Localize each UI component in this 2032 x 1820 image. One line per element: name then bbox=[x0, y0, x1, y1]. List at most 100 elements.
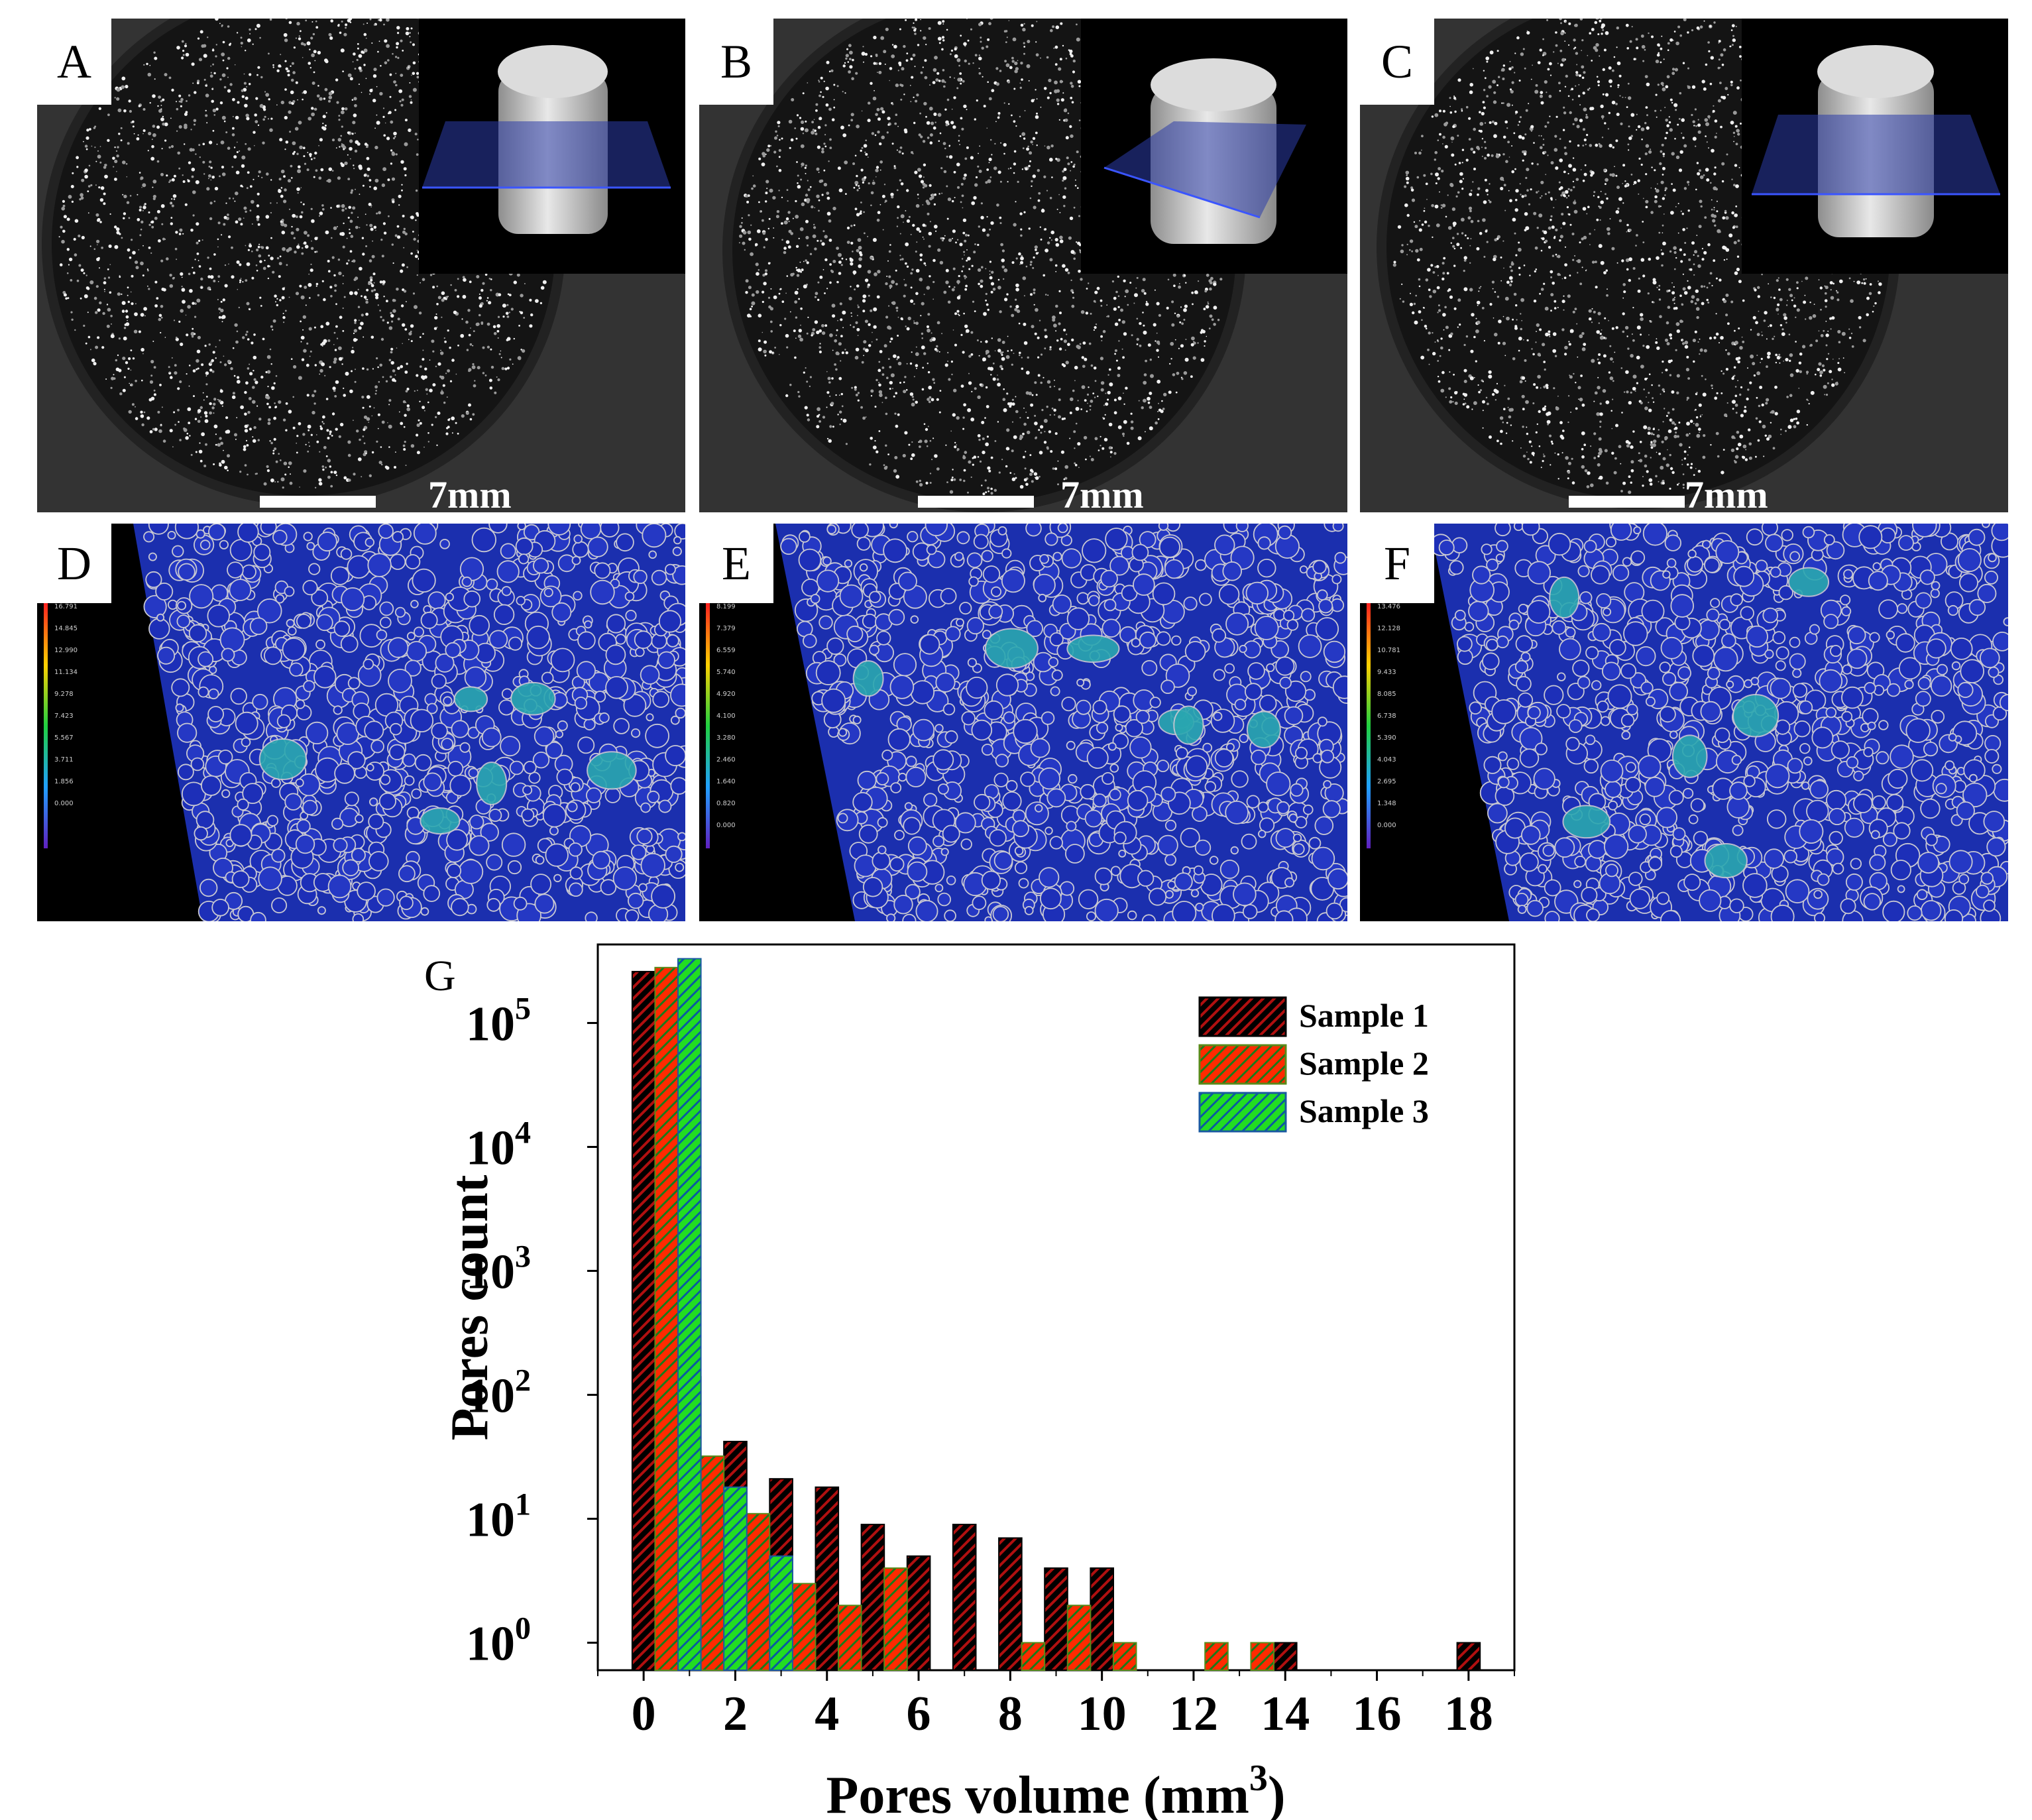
ct-speckle bbox=[270, 363, 272, 365]
ct-speckle bbox=[279, 299, 282, 302]
ct-speckle bbox=[1712, 109, 1715, 113]
ct-speckle bbox=[1493, 100, 1497, 104]
ct-speckle bbox=[338, 357, 343, 361]
ct-speckle bbox=[1563, 276, 1567, 280]
ct-speckle bbox=[1033, 304, 1035, 306]
ct-speckle bbox=[1485, 56, 1489, 60]
ct-speckle bbox=[806, 380, 809, 383]
ct-speckle bbox=[897, 316, 899, 318]
ct-speckle bbox=[1662, 421, 1664, 423]
ct-speckle bbox=[310, 158, 313, 160]
ct-speckle bbox=[99, 301, 102, 305]
ct-speckle bbox=[284, 115, 288, 120]
ct-speckle bbox=[131, 274, 134, 278]
ct-speckle bbox=[434, 315, 438, 320]
ct-speckle bbox=[265, 246, 269, 250]
ct-speckle bbox=[745, 279, 749, 283]
ct-speckle bbox=[988, 355, 991, 358]
ct-speckle bbox=[367, 167, 370, 171]
ct-speckle bbox=[1050, 450, 1053, 453]
ct-speckle bbox=[1070, 289, 1074, 292]
ct-speckle bbox=[229, 42, 232, 45]
ct-speckle bbox=[1100, 305, 1103, 307]
ct-speckle bbox=[1484, 156, 1487, 160]
ct-speckle bbox=[901, 258, 904, 260]
ct-speckle bbox=[1609, 218, 1611, 219]
ct-speckle bbox=[838, 272, 842, 275]
ct-speckle bbox=[321, 204, 324, 207]
ct-speckle bbox=[342, 307, 344, 310]
ct-speckle bbox=[990, 290, 993, 294]
ct-speckle bbox=[1599, 19, 1602, 23]
ct-speckle bbox=[232, 392, 235, 395]
ct-speckle bbox=[1557, 307, 1559, 308]
ct-speckle bbox=[317, 85, 319, 87]
ct-speckle bbox=[1019, 351, 1021, 355]
ct-speckle bbox=[805, 367, 807, 369]
ct-speckle bbox=[116, 170, 117, 172]
ct-speckle bbox=[1210, 281, 1213, 285]
ct-speckle bbox=[382, 115, 385, 118]
ct-speckle bbox=[801, 166, 803, 168]
ct-speckle bbox=[1060, 98, 1064, 102]
ct-speckle bbox=[1656, 434, 1660, 438]
ct-speckle bbox=[878, 382, 880, 384]
ct-speckle bbox=[276, 304, 278, 307]
ct-speckle bbox=[279, 138, 283, 142]
ct-speckle bbox=[1035, 89, 1037, 91]
ct-speckle bbox=[907, 316, 911, 321]
ct-speckle bbox=[1526, 30, 1528, 32]
ct-speckle bbox=[1502, 64, 1505, 67]
ct-speckle bbox=[1709, 118, 1710, 119]
ct-speckle bbox=[377, 50, 379, 53]
ct-speckle bbox=[423, 446, 425, 448]
ct-speckle bbox=[400, 269, 404, 273]
ct-speckle bbox=[826, 192, 830, 195]
ct-speckle bbox=[860, 210, 862, 213]
panel-label: B bbox=[699, 19, 773, 105]
ct-speckle bbox=[408, 66, 410, 68]
ct-speckle bbox=[178, 320, 181, 323]
ct-speckle bbox=[1544, 369, 1546, 371]
ct-speckle bbox=[330, 471, 333, 474]
ct-speckle bbox=[873, 325, 877, 329]
ct-speckle bbox=[192, 369, 196, 372]
ct-speckle bbox=[408, 331, 412, 336]
ct-speckle bbox=[1779, 324, 1783, 327]
ct-speckle bbox=[61, 207, 65, 211]
ct-speckle bbox=[1740, 386, 1743, 389]
ct-speckle bbox=[272, 319, 276, 323]
ct-speckle bbox=[1043, 376, 1044, 378]
ct-speckle bbox=[205, 371, 209, 375]
ct-speckle bbox=[249, 209, 252, 212]
ct-speckle bbox=[1090, 400, 1094, 403]
ct-speckle bbox=[181, 288, 186, 292]
ct-speckle bbox=[138, 330, 141, 333]
ct-speckle bbox=[992, 288, 996, 291]
ct-speckle bbox=[997, 203, 999, 205]
ct-speckle bbox=[1019, 435, 1023, 439]
ct-speckle bbox=[1718, 42, 1720, 44]
ct-speckle bbox=[219, 175, 221, 178]
ct-speckle bbox=[1184, 304, 1188, 308]
ct-speckle bbox=[1009, 305, 1012, 308]
ct-speckle bbox=[872, 96, 877, 101]
ct-speckle bbox=[342, 274, 345, 277]
ct-speckle bbox=[156, 125, 160, 129]
ct-speckle bbox=[988, 162, 990, 164]
ct-speckle bbox=[66, 272, 69, 274]
ct-speckle bbox=[394, 374, 396, 376]
ct-speckle bbox=[209, 288, 211, 291]
ct-speckle bbox=[789, 311, 791, 313]
ct-speckle bbox=[1069, 437, 1071, 439]
ct-speckle bbox=[1441, 203, 1446, 208]
ct-speckle bbox=[857, 306, 860, 308]
ct-speckle bbox=[1070, 134, 1074, 139]
ct-speckle bbox=[1518, 273, 1521, 276]
ct-speckle bbox=[99, 198, 104, 202]
ct-speckle bbox=[410, 215, 414, 219]
ct-speckle bbox=[363, 415, 368, 420]
ct-speckle bbox=[762, 300, 764, 304]
ct-speckle bbox=[267, 277, 270, 280]
ct-speckle bbox=[447, 329, 449, 332]
